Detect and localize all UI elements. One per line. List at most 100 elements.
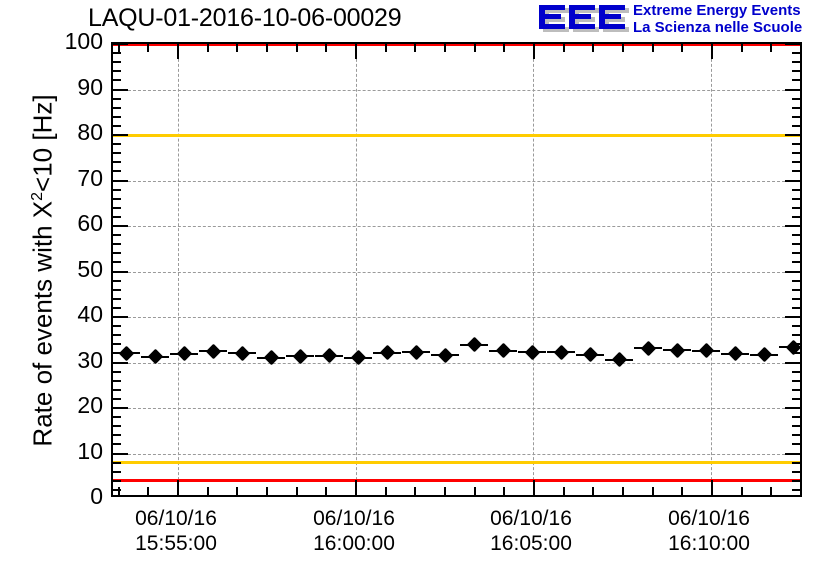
y-axis-minor-tick — [113, 79, 121, 82]
y-axis-major-tick — [785, 316, 800, 318]
y-axis-minor-tick — [113, 143, 121, 146]
y-axis-major-tick — [113, 225, 128, 227]
y-axis-minor-tick — [113, 434, 121, 437]
y-axis-minor-tick — [113, 206, 121, 209]
y-axis-minor-tick — [792, 388, 800, 391]
y-axis-minor-tick — [113, 106, 121, 109]
x-axis-minor-tick — [770, 44, 773, 52]
y-axis-minor-tick — [113, 488, 121, 491]
x-tick-label-time: 16:10:00 — [668, 532, 750, 555]
y-axis-major-tick — [785, 407, 800, 409]
x-axis-minor-tick — [325, 487, 328, 495]
y-axis-minor-tick — [113, 334, 121, 337]
y-axis-minor-tick — [113, 97, 121, 100]
y-tick-label: 100 — [64, 28, 103, 54]
reference-line-lower-yellow-limit — [113, 461, 800, 465]
y-axis-minor-tick — [113, 197, 121, 200]
x-axis-minor-tick — [740, 487, 743, 495]
x-axis-minor-tick — [592, 44, 595, 52]
x-axis-minor-tick — [473, 44, 476, 52]
y-axis-major-tick — [785, 44, 800, 45]
y-axis-minor-tick — [792, 70, 800, 73]
y-axis-minor-tick — [792, 115, 800, 118]
y-axis-minor-tick — [792, 334, 800, 337]
y-axis-major-tick — [113, 179, 128, 182]
eee-logo: Extreme Energy Events La Scienza nelle S… — [537, 2, 836, 38]
y-axis-minor-tick — [113, 215, 121, 218]
y-axis-minor-tick — [792, 143, 800, 146]
data-point — [640, 340, 656, 357]
y-axis-minor-tick — [113, 379, 121, 382]
y-axis-minor-tick — [113, 416, 121, 419]
y-axis-minor-tick — [792, 443, 800, 446]
data-point — [408, 344, 424, 361]
x-axis-minor-tick — [206, 44, 209, 52]
y-axis-minor-tick — [792, 297, 800, 300]
y-axis-major-tick — [113, 316, 128, 318]
gridline-horizontal — [113, 271, 800, 273]
data-point — [727, 346, 743, 362]
x-axis-minor-tick — [622, 487, 624, 495]
y-axis-minor-tick — [113, 397, 121, 400]
y-tick-label: 50 — [77, 255, 103, 282]
x-axis-minor-tick — [503, 44, 506, 52]
y-tick-label: 0 — [90, 483, 103, 509]
x-axis-major-tick — [355, 480, 357, 495]
y-axis-minor-tick — [113, 443, 121, 446]
x-tick-label-date: 06/10/16 — [668, 507, 750, 530]
y-axis-major-tick — [785, 88, 800, 91]
y-axis-minor-tick — [792, 215, 800, 218]
gridline-horizontal — [113, 408, 800, 409]
x-axis-minor-tick — [651, 487, 654, 495]
y-axis-minor-tick — [113, 252, 121, 255]
x-axis-minor-tick — [236, 487, 239, 495]
x-axis-minor-tick — [681, 487, 684, 495]
y-axis-minor-tick — [792, 188, 800, 191]
y-axis-major-tick — [113, 452, 128, 455]
x-axis-minor-tick — [414, 44, 417, 52]
x-axis-minor-tick — [325, 44, 328, 52]
y-tick-label: 30 — [77, 346, 103, 373]
x-tick-label-time: 16:00:00 — [313, 532, 395, 555]
gridline-horizontal — [113, 89, 800, 91]
reference-line-upper-yellow-limit — [113, 133, 800, 137]
y-axis-major-tick — [113, 270, 128, 273]
x-tick-label: 06/10/16 16:05:00 — [451, 506, 611, 556]
x-axis-minor-tick — [266, 487, 268, 495]
y-axis-minor-tick — [792, 279, 800, 282]
data-point — [205, 343, 221, 359]
y-axis-minor-tick — [113, 279, 121, 282]
gridline-vertical — [356, 44, 357, 495]
data-point — [495, 342, 511, 359]
y-axis-minor-tick — [113, 115, 121, 118]
y-axis-major-tick — [785, 270, 800, 273]
y-axis-minor-tick — [792, 161, 800, 164]
y-axis-minor-tick — [113, 425, 121, 428]
x-axis-minor-tick — [740, 44, 743, 52]
y-axis-minor-tick — [792, 206, 800, 209]
y-axis-minor-tick — [792, 461, 800, 464]
y-axis-minor-tick — [792, 397, 800, 400]
y-axis-minor-tick — [792, 106, 800, 109]
x-tick-label-date: 06/10/16 — [135, 507, 217, 530]
x-axis-minor-tick — [503, 487, 506, 495]
x-axis-major-tick — [533, 480, 535, 495]
x-tick-label: 06/10/16 16:10:00 — [629, 506, 789, 556]
data-point — [466, 336, 482, 353]
y-axis-major-tick — [113, 134, 128, 136]
y-axis-minor-tick — [792, 379, 800, 382]
gridline-horizontal — [113, 362, 800, 364]
y-axis-minor-tick — [113, 370, 121, 373]
y-axis-minor-tick — [792, 61, 800, 64]
y-axis-major-tick — [785, 225, 800, 227]
y-axis-minor-tick — [792, 197, 800, 200]
y-axis-minor-tick — [792, 352, 800, 355]
reference-line-lower-red-limit — [113, 479, 800, 483]
x-axis-minor-tick — [147, 487, 150, 495]
y-axis-minor-tick — [113, 343, 121, 346]
x-axis-minor-tick — [384, 487, 387, 495]
eee-logo-line-2: La Scienza nelle Scuole — [633, 19, 803, 36]
y-axis-minor-tick — [113, 234, 121, 237]
y-axis-minor-tick — [113, 52, 121, 55]
reference-line-upper-red-limit — [113, 44, 800, 46]
